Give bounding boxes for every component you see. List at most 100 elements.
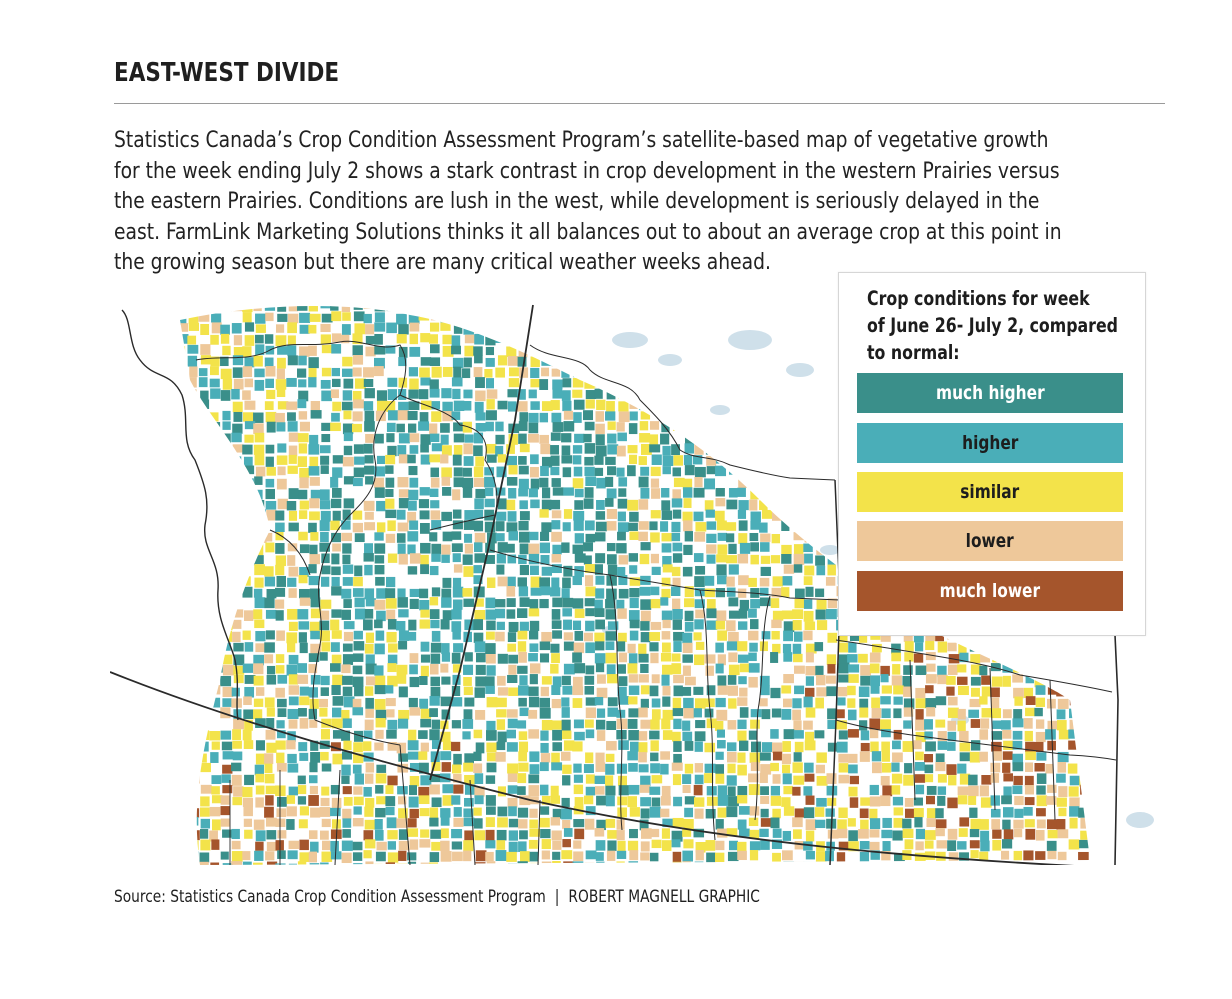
vegetation-pixel bbox=[892, 752, 903, 763]
vegetation-pixel bbox=[264, 566, 274, 577]
vegetation-pixel bbox=[1001, 795, 1012, 805]
vegetation-pixel bbox=[266, 675, 277, 685]
vegetation-pixel bbox=[507, 576, 516, 587]
vegetation-pixel bbox=[902, 675, 912, 687]
vegetation-pixel bbox=[430, 653, 441, 664]
vegetation-pixel bbox=[760, 808, 769, 818]
vegetation-pixel bbox=[198, 313, 210, 322]
vegetation-pixel bbox=[287, 608, 298, 620]
lake bbox=[612, 332, 648, 348]
vegetation-pixel bbox=[320, 455, 330, 465]
vegetation-pixel bbox=[650, 763, 660, 774]
vegetation-pixel bbox=[935, 696, 947, 706]
vegetation-pixel bbox=[662, 709, 674, 720]
vegetation-pixel bbox=[772, 852, 781, 862]
vegetation-pixel bbox=[374, 346, 386, 355]
vegetation-pixel bbox=[892, 740, 901, 750]
vegetation-pixel bbox=[695, 609, 705, 619]
vegetation-pixel bbox=[518, 751, 528, 762]
vegetation-pixel bbox=[253, 305, 262, 312]
vegetation-pixel bbox=[629, 619, 640, 629]
vegetation-pixel bbox=[408, 500, 417, 511]
vegetation-pixel bbox=[475, 664, 486, 675]
vegetation-pixel bbox=[420, 522, 430, 534]
vegetation-pixel bbox=[595, 852, 604, 861]
vegetation-pixel bbox=[430, 642, 442, 653]
vegetation-pixel bbox=[716, 709, 728, 721]
vegetation-pixel bbox=[232, 631, 241, 643]
vegetation-pixel bbox=[760, 542, 770, 552]
vegetation-pixel bbox=[275, 379, 287, 390]
vegetation-pixel bbox=[860, 797, 871, 806]
vegetation-pixel bbox=[583, 764, 594, 773]
vegetation-pixel bbox=[265, 542, 275, 553]
vegetation-pixel bbox=[233, 718, 245, 730]
vegetation-pixel bbox=[352, 764, 362, 774]
vegetation-pixel bbox=[507, 401, 517, 412]
vegetation-pixel bbox=[486, 532, 497, 544]
vegetation-pixel bbox=[298, 443, 308, 454]
vegetation-pixel bbox=[935, 819, 947, 829]
vegetation-pixel bbox=[946, 675, 956, 685]
vegetation-pixel bbox=[781, 554, 792, 564]
vegetation-pixel bbox=[473, 432, 484, 444]
vegetation-pixel bbox=[552, 379, 563, 390]
vegetation-pixel bbox=[486, 389, 498, 399]
vegetation-pixel bbox=[365, 476, 374, 485]
vegetation-pixel bbox=[563, 828, 573, 837]
vegetation-pixel bbox=[463, 520, 475, 530]
vegetation-pixel bbox=[331, 576, 340, 587]
vegetation-pixel bbox=[497, 576, 508, 587]
vegetation-pixel bbox=[508, 531, 519, 541]
vegetation-pixel bbox=[552, 422, 564, 432]
vegetation-pixel bbox=[704, 742, 716, 753]
vegetation-pixel bbox=[1034, 741, 1044, 753]
vegetation-pixel bbox=[727, 763, 736, 774]
vegetation-pixel bbox=[299, 312, 311, 323]
vegetation-pixel bbox=[254, 368, 265, 378]
vegetation-pixel bbox=[276, 575, 286, 587]
vegetation-pixel bbox=[332, 467, 343, 478]
vegetation-pixel bbox=[451, 841, 463, 850]
vegetation-pixel bbox=[947, 642, 957, 652]
vegetation-pixel bbox=[409, 333, 419, 345]
vegetation-pixel bbox=[562, 577, 571, 589]
vegetation-pixel bbox=[277, 401, 289, 410]
vegetation-pixel bbox=[288, 654, 299, 665]
intro-paragraph: Statistics Canada’s Crop Condition Asses… bbox=[114, 125, 1150, 278]
vegetation-pixel bbox=[606, 401, 615, 412]
vegetation-pixel bbox=[342, 829, 351, 838]
vegetation-pixel bbox=[859, 720, 868, 731]
vegetation-pixel bbox=[486, 806, 496, 815]
vegetation-pixel bbox=[233, 411, 243, 422]
vegetation-pixel bbox=[561, 455, 573, 464]
vegetation-pixel bbox=[616, 445, 626, 457]
vegetation-pixel bbox=[408, 401, 420, 411]
vegetation-pixel bbox=[694, 619, 704, 630]
vegetation-pixel bbox=[343, 797, 353, 806]
vegetation-pixel bbox=[530, 379, 541, 388]
vegetation-pixel bbox=[365, 676, 377, 686]
vegetation-pixel bbox=[640, 621, 650, 631]
vegetation-pixel bbox=[386, 729, 397, 739]
vegetation-pixel bbox=[220, 818, 230, 827]
vegetation-pixel bbox=[970, 687, 980, 697]
vegetation-pixel bbox=[298, 489, 308, 500]
vegetation-pixel bbox=[441, 597, 452, 608]
vegetation-pixel bbox=[519, 795, 531, 806]
vegetation-pixel bbox=[585, 786, 596, 796]
vegetation-pixel bbox=[781, 797, 791, 807]
vegetation-pixel bbox=[1012, 785, 1023, 795]
vegetation-pixel bbox=[528, 488, 538, 498]
vegetation-pixel bbox=[419, 839, 431, 848]
vegetation-pixel bbox=[222, 664, 234, 676]
vegetation-pixel bbox=[925, 698, 937, 708]
vegetation-pixel bbox=[640, 575, 651, 585]
vegetation-pixel bbox=[309, 313, 321, 322]
vegetation-pixel bbox=[673, 718, 682, 730]
vegetation-pixel bbox=[891, 762, 900, 772]
vegetation-pixel bbox=[354, 378, 366, 389]
vegetation-pixel bbox=[286, 500, 297, 511]
vegetation-pixel bbox=[783, 729, 795, 740]
vegetation-pixel bbox=[330, 305, 339, 311]
